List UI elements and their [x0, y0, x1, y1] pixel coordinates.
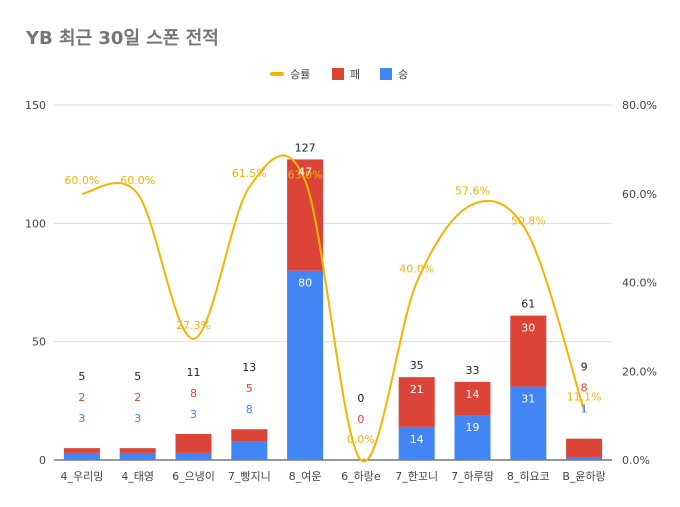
total-label: 35 — [410, 359, 424, 372]
bar-loss — [63, 448, 100, 453]
win-label: 3 — [190, 408, 197, 421]
win-label: 19 — [466, 421, 480, 434]
x-tick-label: 8_히요코 — [507, 469, 550, 483]
win-label: 3 — [78, 412, 85, 425]
bar-win — [287, 270, 324, 460]
bar-loss — [510, 315, 547, 387]
data-labels: 60.0%52360.0%52327.3%118361.5%135863.0%1… — [64, 141, 601, 446]
total-label: 5 — [134, 370, 141, 383]
win-rate-line — [81, 154, 586, 463]
total-label: 9 — [581, 361, 588, 374]
win-label: 8 — [246, 403, 253, 416]
left-tick-label: 150 — [25, 99, 46, 112]
win-rate-label: 50.8% — [511, 215, 546, 228]
right-tick-label: 0.0% — [622, 454, 650, 467]
win-label: 1 — [581, 403, 588, 416]
win-label: 14 — [410, 433, 424, 446]
legend-label: 승 — [398, 68, 408, 81]
total-label: 5 — [78, 370, 85, 383]
total-label: 11 — [187, 366, 201, 379]
x-tick-label: 6_하랑e — [341, 469, 381, 483]
right-tick-label: 40.0% — [622, 277, 657, 290]
x-tick-label: 7_빵지니 — [228, 470, 271, 483]
loss-label: 2 — [78, 391, 85, 404]
right-tick-label: 80.0% — [622, 99, 657, 112]
bar-win — [454, 415, 491, 460]
legend-label: 패 — [350, 68, 360, 81]
right-tick-label: 20.0% — [622, 365, 657, 378]
left-tick-label: 0 — [39, 454, 46, 467]
bar-loss — [231, 429, 268, 442]
bar-win — [63, 452, 100, 460]
bar-loss — [566, 438, 603, 458]
legend-box-swatch — [380, 68, 392, 80]
x-tick-label: 4_태영 — [121, 470, 154, 483]
win-rate-series-line — [81, 154, 586, 463]
bar-win — [566, 457, 603, 460]
x-tick-label: B_윤하랑 — [562, 469, 605, 483]
win-rate-label: 60.0% — [120, 174, 155, 187]
x-tick-label: 6_으냉이 — [172, 470, 215, 483]
legend-box-swatch — [332, 68, 344, 80]
total-label: 13 — [242, 361, 256, 374]
x-axis: 4_우리밍 4_태영 6_으냉이 7_빵지니 8_여운 6_하랑e 7_한꼬니 7_하루땅 8_… — [60, 469, 605, 483]
loss-label: 8 — [190, 387, 197, 400]
loss-label: 47 — [298, 165, 312, 178]
loss-label: 21 — [410, 383, 424, 396]
win-label: 31 — [521, 393, 535, 406]
x-tick-label: 4_우리밍 — [60, 470, 103, 483]
x-tick-label: 8_여운 — [289, 470, 322, 483]
x-tick-label: 7_한꼬니 — [395, 470, 438, 483]
win-rate-label: 27.3% — [176, 319, 211, 332]
left-tick-label: 50 — [32, 336, 46, 349]
bar-loss — [398, 377, 435, 427]
bar-win — [510, 386, 547, 460]
legend: 승률 패 승 — [270, 68, 408, 81]
bar-loss — [175, 433, 212, 453]
right-axis: 0.0% 20.0% 40.0% 60.0% 80.0% — [622, 99, 657, 467]
bar-win — [231, 441, 268, 460]
win-rate-label: 0.0% — [347, 433, 375, 446]
win-rate-label: 40.0% — [399, 263, 434, 276]
total-label: 0 — [357, 392, 364, 405]
win-rate-label: 63.0% — [288, 168, 323, 181]
loss-label: 30 — [521, 322, 535, 335]
win-rate-label: 60.0% — [64, 174, 99, 187]
win-rate-label: 57.6% — [455, 184, 490, 197]
loss-label: 8 — [581, 382, 588, 395]
bar-loss — [454, 381, 491, 416]
legend-label: 승률 — [290, 68, 310, 81]
win-label: 80 — [298, 277, 312, 290]
total-label: 61 — [521, 298, 535, 311]
loss-label: 14 — [466, 388, 480, 401]
legend-line-swatch — [270, 72, 284, 76]
loss-label: 5 — [246, 382, 253, 395]
chart-title: YB 최근 30일 스폰 전적 — [25, 28, 219, 49]
loss-label: 2 — [134, 391, 141, 404]
win-label: 3 — [134, 412, 141, 425]
left-tick-label: 100 — [25, 217, 46, 230]
right-tick-label: 60.0% — [622, 188, 657, 201]
win-rate-label: 61.5% — [232, 167, 267, 180]
loss-label: 0 — [357, 413, 364, 426]
win-rate-label: 11.1% — [567, 391, 602, 404]
bar-loss — [119, 448, 156, 453]
bar-win — [398, 426, 435, 460]
x-tick-label: 7_하루땅 — [451, 469, 494, 483]
total-label: 127 — [295, 141, 316, 154]
left-axis: 0 50 100 150 — [25, 99, 46, 467]
total-label: 33 — [466, 364, 480, 377]
bar-win — [175, 452, 212, 460]
bar-win — [119, 452, 156, 460]
